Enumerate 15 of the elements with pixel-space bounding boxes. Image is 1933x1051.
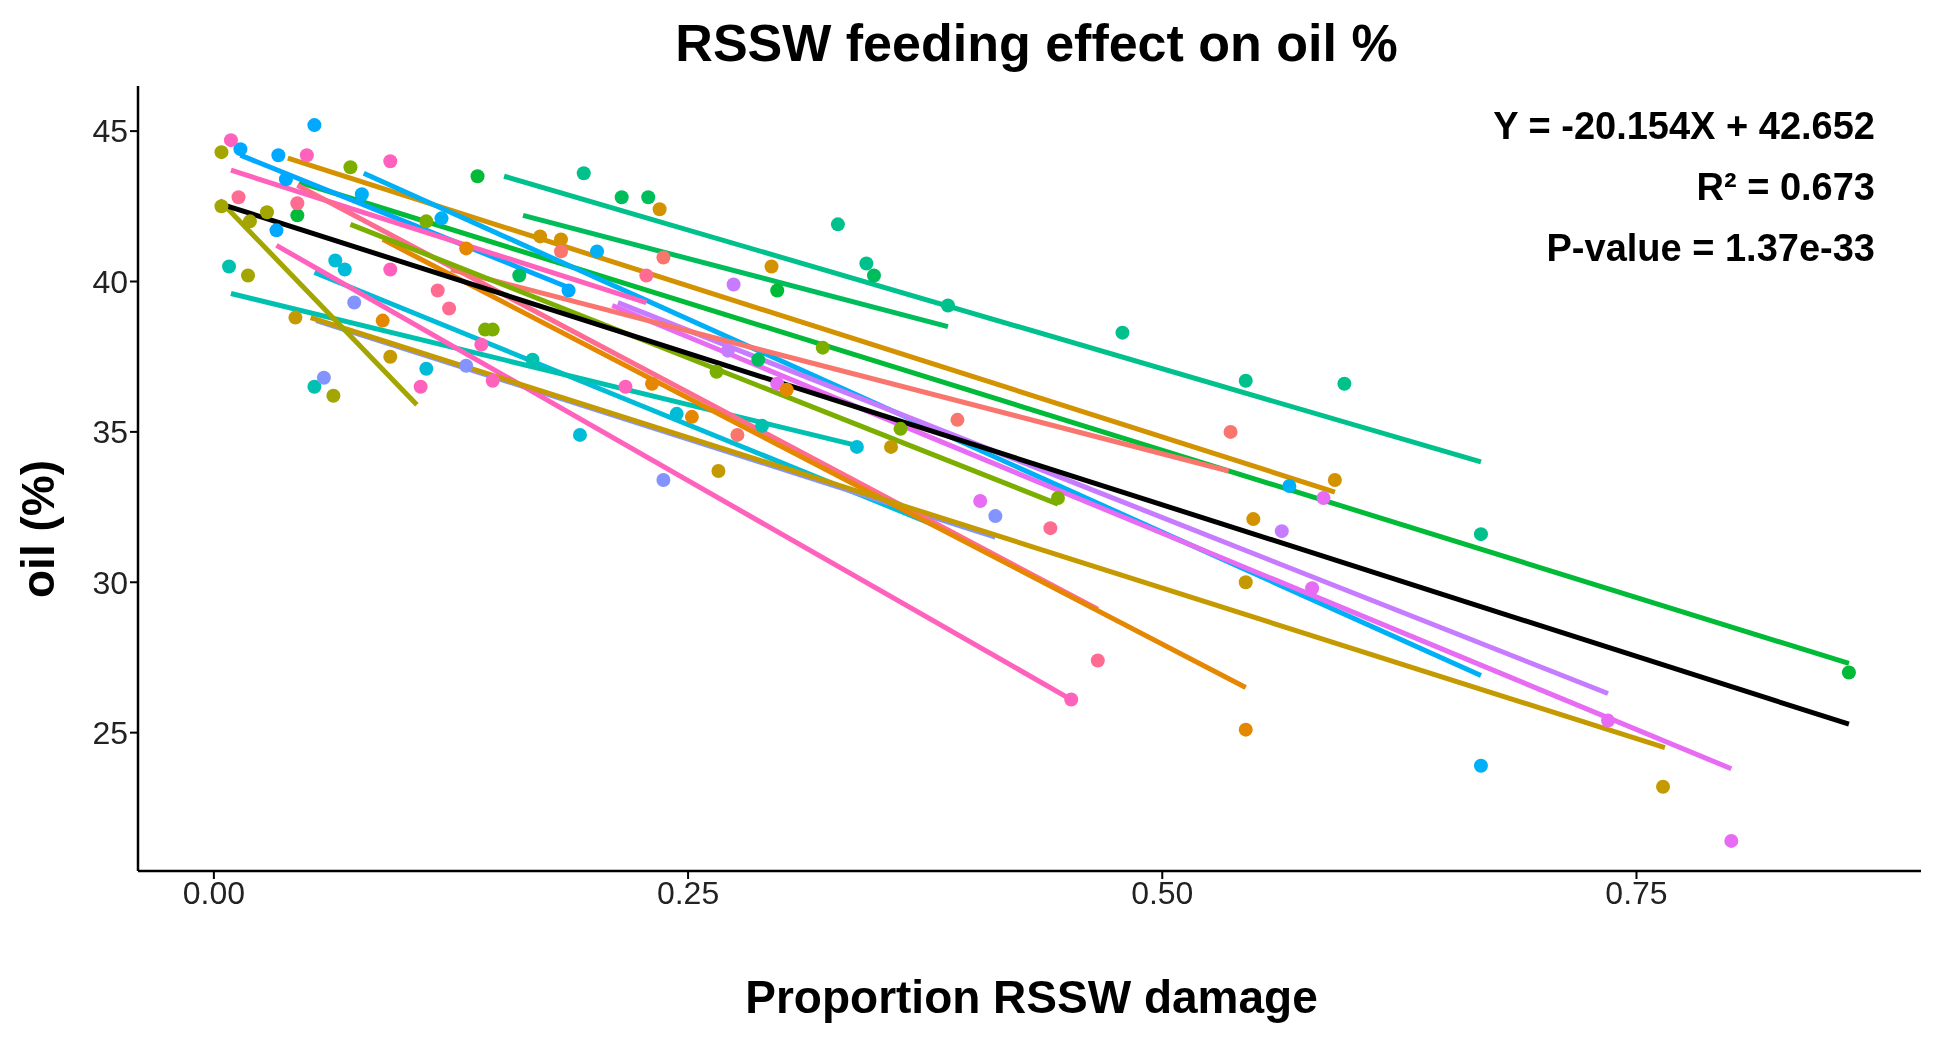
x-tick-label: 0.50	[1131, 874, 1194, 911]
y-tick-label: 45	[92, 113, 128, 150]
y-tick-label: 25	[92, 715, 128, 752]
y-tick-label: 30	[92, 564, 128, 601]
x-tick-label: 0.25	[656, 874, 720, 911]
y-tick-label: 35	[92, 414, 128, 451]
annotation: Y = -20.154X + 42.652	[1493, 104, 1875, 149]
annotation: P-value = 1.37e-33	[1545, 226, 1875, 271]
y-axis-title: oil (%)	[11, 459, 65, 598]
annotation: R² = 0.673	[1695, 165, 1875, 210]
x-tick-label: 0.75	[1605, 874, 1668, 911]
x-axis-title: Proportion RSSW damage	[744, 971, 1319, 1023]
y-tick-label: 40	[92, 263, 128, 300]
chart-title: RSSW feeding effect on oil %	[674, 13, 1399, 74]
x-tick-label: 0.00	[182, 874, 246, 911]
